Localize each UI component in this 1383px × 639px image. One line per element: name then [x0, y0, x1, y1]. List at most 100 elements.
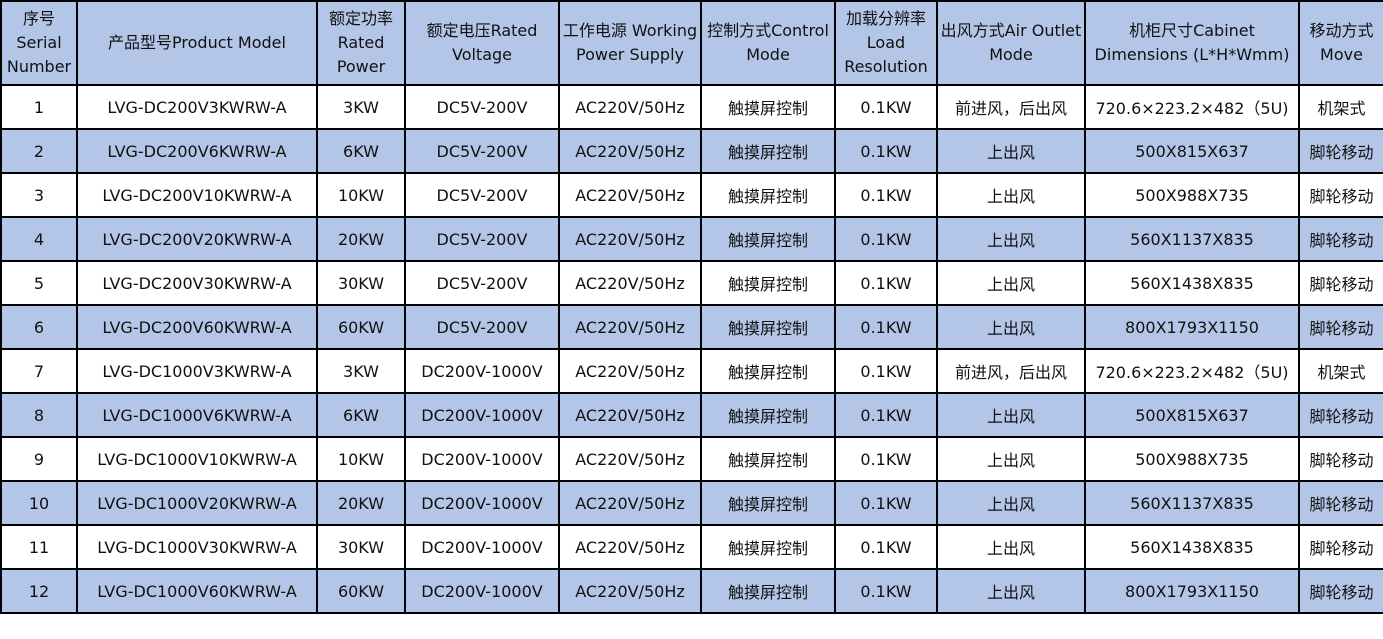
cell-rated-voltage: DC5V-200V	[404, 128, 560, 174]
cell-load-resolution: 0.1KW	[834, 568, 938, 614]
cell-move: 脚轮移动	[1298, 304, 1383, 350]
cell-control-mode: 触摸屏控制	[700, 392, 836, 438]
cell-rated-power: 60KW	[316, 568, 406, 614]
cell-air-outlet-mode: 上出风	[936, 304, 1086, 350]
cell-load-resolution: 0.1KW	[834, 392, 938, 438]
product-spec-table: 序号 Serial Number 产品型号Product Model 额定功率 …	[0, 0, 1383, 614]
header-rated-power: 额定功率 Rated Power	[316, 0, 406, 86]
cell-serial-number: 9	[0, 436, 78, 482]
cell-control-mode: 触摸屏控制	[700, 172, 836, 218]
cell-working-power-supply: AC220V/50Hz	[558, 480, 702, 526]
cell-control-mode: 触摸屏控制	[700, 128, 836, 174]
cell-product-model: LVG-DC200V20KWRW-A	[76, 216, 318, 262]
cell-load-resolution: 0.1KW	[834, 348, 938, 394]
cell-move: 脚轮移动	[1298, 172, 1383, 218]
cell-product-model: LVG-DC1000V10KWRW-A	[76, 436, 318, 482]
header-rated-voltage: 额定电压Rated Voltage	[404, 0, 560, 86]
cell-cabinet-dimensions: 560X1438X835	[1084, 524, 1300, 570]
cell-control-mode: 触摸屏控制	[700, 348, 836, 394]
cell-air-outlet-mode: 上出风	[936, 524, 1086, 570]
cell-rated-voltage: DC5V-200V	[404, 216, 560, 262]
cell-air-outlet-mode: 前进风，后出风	[936, 84, 1086, 130]
cell-working-power-supply: AC220V/50Hz	[558, 392, 702, 438]
header-working-power-supply: 工作电源 Working Power Supply	[558, 0, 702, 86]
cell-move: 脚轮移动	[1298, 480, 1383, 526]
header-serial-number: 序号 Serial Number	[0, 0, 78, 86]
table-row: 3 LVG-DC200V10KWRW-A 10KW DC5V-200V AC220V/5…	[0, 172, 1383, 218]
cell-control-mode: 触摸屏控制	[700, 216, 836, 262]
header-cabinet-dimensions: 机柜尺寸Cabinet Dimensions (L*H*Wmm)	[1084, 0, 1300, 86]
header-control-mode: 控制方式Control Mode	[700, 0, 836, 86]
table-row: 9 LVG-DC1000V10KWRW-A 10KW DC200V-1000V AC22…	[0, 436, 1383, 482]
table-row: 7 LVG-DC1000V3KWRW-A 3KW DC200V-1000V AC220V…	[0, 348, 1383, 394]
cell-rated-voltage: DC200V-1000V	[404, 524, 560, 570]
cell-working-power-supply: AC220V/50Hz	[558, 436, 702, 482]
cell-load-resolution: 0.1KW	[834, 436, 938, 482]
cell-cabinet-dimensions: 720.6×223.2×482（5U)	[1084, 348, 1300, 394]
cell-air-outlet-mode: 前进风，后出风	[936, 348, 1086, 394]
cell-load-resolution: 0.1KW	[834, 172, 938, 218]
cell-air-outlet-mode: 上出风	[936, 128, 1086, 174]
cell-serial-number: 2	[0, 128, 78, 174]
cell-move: 脚轮移动	[1298, 128, 1383, 174]
cell-working-power-supply: AC220V/50Hz	[558, 348, 702, 394]
cell-cabinet-dimensions: 500X988X735	[1084, 172, 1300, 218]
cell-air-outlet-mode: 上出风	[936, 260, 1086, 306]
cell-move: 机架式	[1298, 84, 1383, 130]
cell-working-power-supply: AC220V/50Hz	[558, 524, 702, 570]
cell-load-resolution: 0.1KW	[834, 524, 938, 570]
cell-serial-number: 4	[0, 216, 78, 262]
cell-cabinet-dimensions: 500X988X735	[1084, 436, 1300, 482]
cell-air-outlet-mode: 上出风	[936, 392, 1086, 438]
cell-product-model: LVG-DC200V6KWRW-A	[76, 128, 318, 174]
cell-serial-number: 7	[0, 348, 78, 394]
table-row: 1 LVG-DC200V3KWRW-A 3KW DC5V-200V AC220V/50H…	[0, 84, 1383, 130]
cell-product-model: LVG-DC1000V20KWRW-A	[76, 480, 318, 526]
cell-rated-voltage: DC200V-1000V	[404, 348, 560, 394]
cell-control-mode: 触摸屏控制	[700, 480, 836, 526]
cell-working-power-supply: AC220V/50Hz	[558, 128, 702, 174]
cell-air-outlet-mode: 上出风	[936, 436, 1086, 482]
cell-working-power-supply: AC220V/50Hz	[558, 84, 702, 130]
cell-serial-number: 3	[0, 172, 78, 218]
cell-control-mode: 触摸屏控制	[700, 436, 836, 482]
cell-rated-voltage: DC5V-200V	[404, 172, 560, 218]
table-row: 8 LVG-DC1000V6KWRW-A 6KW DC200V-1000V AC220V…	[0, 392, 1383, 438]
header-row: 序号 Serial Number 产品型号Product Model 额定功率 …	[0, 0, 1383, 86]
cell-air-outlet-mode: 上出风	[936, 480, 1086, 526]
cell-cabinet-dimensions: 560X1438X835	[1084, 260, 1300, 306]
cell-working-power-supply: AC220V/50Hz	[558, 216, 702, 262]
table-row: 5 LVG-DC200V30KWRW-A 30KW DC5V-200V AC220V/5…	[0, 260, 1383, 306]
cell-working-power-supply: AC220V/50Hz	[558, 260, 702, 306]
cell-rated-power: 3KW	[316, 84, 406, 130]
cell-cabinet-dimensions: 800X1793X1150	[1084, 304, 1300, 350]
cell-rated-voltage: DC5V-200V	[404, 304, 560, 350]
cell-control-mode: 触摸屏控制	[700, 84, 836, 130]
cell-cabinet-dimensions: 500X815X637	[1084, 128, 1300, 174]
table-row: 10 LVG-DC1000V20KWRW-A 20KW DC200V-1000V AC2…	[0, 480, 1383, 526]
cell-control-mode: 触摸屏控制	[700, 568, 836, 614]
table-body: 1 LVG-DC200V3KWRW-A 3KW DC5V-200V AC220V/50H…	[0, 84, 1383, 614]
cell-cabinet-dimensions: 500X815X637	[1084, 392, 1300, 438]
cell-move: 脚轮移动	[1298, 568, 1383, 614]
cell-rated-power: 20KW	[316, 216, 406, 262]
cell-product-model: LVG-DC1000V6KWRW-A	[76, 392, 318, 438]
cell-rated-voltage: DC5V-200V	[404, 84, 560, 130]
cell-product-model: LVG-DC1000V30KWRW-A	[76, 524, 318, 570]
cell-rated-power: 20KW	[316, 480, 406, 526]
cell-rated-power: 10KW	[316, 436, 406, 482]
cell-rated-power: 30KW	[316, 524, 406, 570]
cell-load-resolution: 0.1KW	[834, 304, 938, 350]
cell-product-model: LVG-DC200V60KWRW-A	[76, 304, 318, 350]
cell-cabinet-dimensions: 720.6×223.2×482（5U)	[1084, 84, 1300, 130]
table-row: 2 LVG-DC200V6KWRW-A 6KW DC5V-200V AC220V/50H…	[0, 128, 1383, 174]
cell-serial-number: 5	[0, 260, 78, 306]
cell-move: 脚轮移动	[1298, 216, 1383, 262]
cell-control-mode: 触摸屏控制	[700, 524, 836, 570]
cell-serial-number: 12	[0, 568, 78, 614]
cell-rated-voltage: DC200V-1000V	[404, 568, 560, 614]
cell-move: 脚轮移动	[1298, 392, 1383, 438]
header-air-outlet-mode: 出风方式Air Outlet Mode	[936, 0, 1086, 86]
cell-product-model: LVG-DC1000V60KWRW-A	[76, 568, 318, 614]
cell-rated-power: 6KW	[316, 128, 406, 174]
